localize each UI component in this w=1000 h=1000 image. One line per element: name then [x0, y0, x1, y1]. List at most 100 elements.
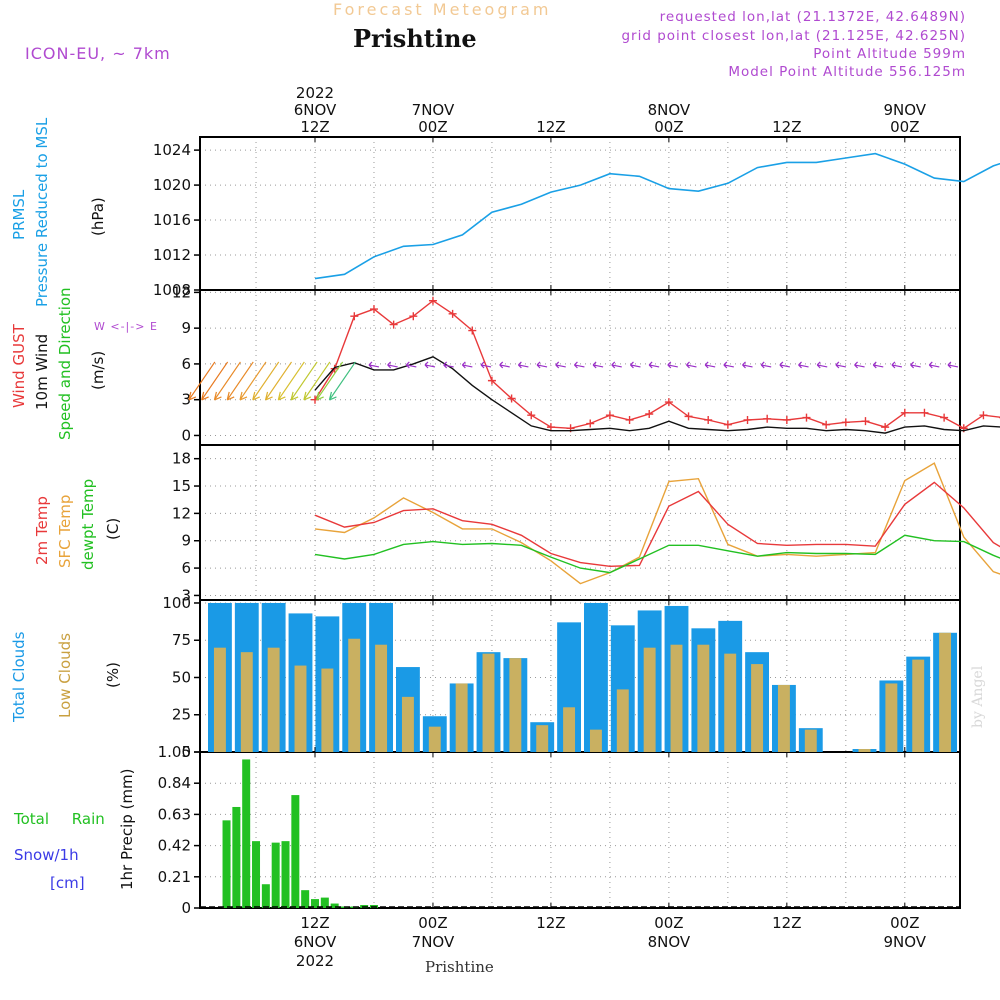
y-tick-label: 18 — [172, 450, 191, 468]
gust-marker — [684, 412, 693, 421]
low-cloud-bar — [724, 653, 737, 752]
wind-direction-arrow — [461, 361, 473, 369]
pressure-line — [314, 152, 1000, 280]
wind-direction-arrow — [201, 361, 229, 401]
low-cloud-bar — [912, 659, 925, 752]
snow-unit-label: [cm] — [50, 874, 85, 892]
point-altitude: Point Altitude 599m — [813, 46, 966, 62]
wind-direction-arrow — [213, 361, 241, 401]
gust-marker — [802, 413, 811, 422]
wind-direction-arrow — [611, 361, 622, 369]
time-label-bottom: 9NOV — [884, 933, 927, 951]
low-cloud-bar — [751, 664, 764, 752]
gust-marker — [527, 411, 536, 420]
low-cloud-bar — [482, 653, 495, 752]
y-tick-label: 1020 — [153, 176, 191, 194]
wind-direction-arrow — [226, 361, 254, 401]
low-cloud-bar — [428, 726, 441, 752]
time-label-top: 12Z — [536, 118, 565, 136]
time-label-top: 7NOV — [412, 101, 455, 119]
y-tick-label: 12 — [172, 504, 191, 522]
y-tick-label: 3 — [181, 586, 191, 604]
y-tick-label: 0.21 — [158, 868, 191, 886]
gust-marker — [841, 418, 850, 427]
wind-direction-arrow — [686, 361, 697, 369]
time-label-bottom: 8NOV — [648, 933, 691, 951]
y-tick-label: 25 — [172, 706, 191, 724]
y-tick-label: 1012 — [153, 246, 191, 264]
rain-bar — [301, 890, 310, 908]
rain-bar — [291, 795, 300, 908]
snow-label: Snow/1h — [14, 846, 79, 864]
gust-marker — [468, 326, 477, 335]
wind-direction-arrow — [760, 361, 772, 369]
y-tick-label: 3 — [181, 391, 191, 409]
time-label-top: 12Z — [300, 118, 329, 136]
time-label-top: 2022 — [296, 84, 334, 102]
rain-bar — [232, 806, 241, 908]
y-tick-label: 1016 — [153, 211, 191, 229]
wind-direction-arrow — [872, 361, 884, 369]
time-label-bottom: 12Z — [300, 914, 329, 932]
ghost-title: Forecast Meteogram — [333, 0, 552, 19]
sfc-temp-line — [314, 462, 1000, 585]
y-tick-label: 0.63 — [158, 805, 191, 823]
gust-marker — [369, 305, 378, 314]
wind-direction-arrow — [779, 361, 790, 369]
low-cloud-bar — [536, 725, 549, 752]
wind-direction-arrow — [854, 361, 865, 369]
y-tick-label: 0 — [181, 743, 191, 761]
low-cloud-bar — [240, 652, 253, 752]
wind-direction-arrow — [188, 361, 216, 401]
low-cloud-bar — [589, 729, 602, 752]
time-label-bottom: 7NOV — [412, 933, 455, 951]
wind-direction-arrow — [303, 361, 331, 401]
y-tick-label: 9 — [181, 319, 191, 337]
y-tick-label: 50 — [172, 668, 191, 686]
low-cloud-bar — [455, 683, 468, 752]
gust-marker — [900, 408, 909, 417]
gust-marker — [881, 423, 890, 432]
wind-direction-arrow — [239, 361, 267, 401]
wind-direction-arrow — [499, 361, 510, 369]
gust-marker — [704, 415, 713, 424]
time-label-top: 8NOV — [648, 101, 691, 119]
gust-marker — [487, 376, 496, 385]
low-cloud-bar — [563, 707, 576, 752]
time-label-top: 00Z — [654, 118, 683, 136]
wind-direction-arrow — [648, 361, 660, 369]
wind-direction-arrow — [742, 361, 753, 369]
y-tick-label: 0.42 — [158, 837, 191, 855]
wind-direction-arrow — [723, 361, 734, 369]
panel-frame-total — [199, 751, 961, 909]
wind-direction-arrow — [947, 361, 959, 369]
low-cloud-bar — [697, 644, 710, 752]
rain-bar — [222, 820, 231, 908]
wind-direction-arrow — [387, 361, 398, 369]
gust-marker — [350, 312, 359, 321]
wind-direction-arrow — [835, 361, 847, 369]
time-label-bottom: 12Z — [536, 914, 565, 932]
y-tick-label: 0 — [181, 899, 191, 917]
gust-marker — [763, 414, 772, 423]
wind-direction-arrow — [555, 361, 566, 369]
t2m-line — [314, 481, 1000, 568]
gust-marker — [782, 415, 791, 424]
rain-bar — [320, 897, 329, 908]
y-tick-label: 1008 — [153, 281, 191, 299]
wind-direction-arrow — [536, 361, 548, 369]
low-cloud-bar — [885, 683, 898, 752]
low-cloud-bar — [509, 658, 522, 752]
y-tick-label: 100 — [162, 594, 191, 612]
wind-direction-arrow — [816, 361, 828, 369]
wind-direction-arrow — [704, 361, 716, 369]
rain-bar — [252, 841, 261, 908]
time-label-top: 00Z — [418, 118, 447, 136]
wind-direction-arrow — [443, 361, 454, 369]
compass-label: W <-|-> E — [94, 320, 158, 333]
y-tick-label: 1.05 — [158, 743, 191, 761]
y-tick-label: 0.84 — [158, 774, 191, 792]
total-cloud-bar — [584, 602, 608, 752]
gust-marker — [605, 411, 614, 420]
